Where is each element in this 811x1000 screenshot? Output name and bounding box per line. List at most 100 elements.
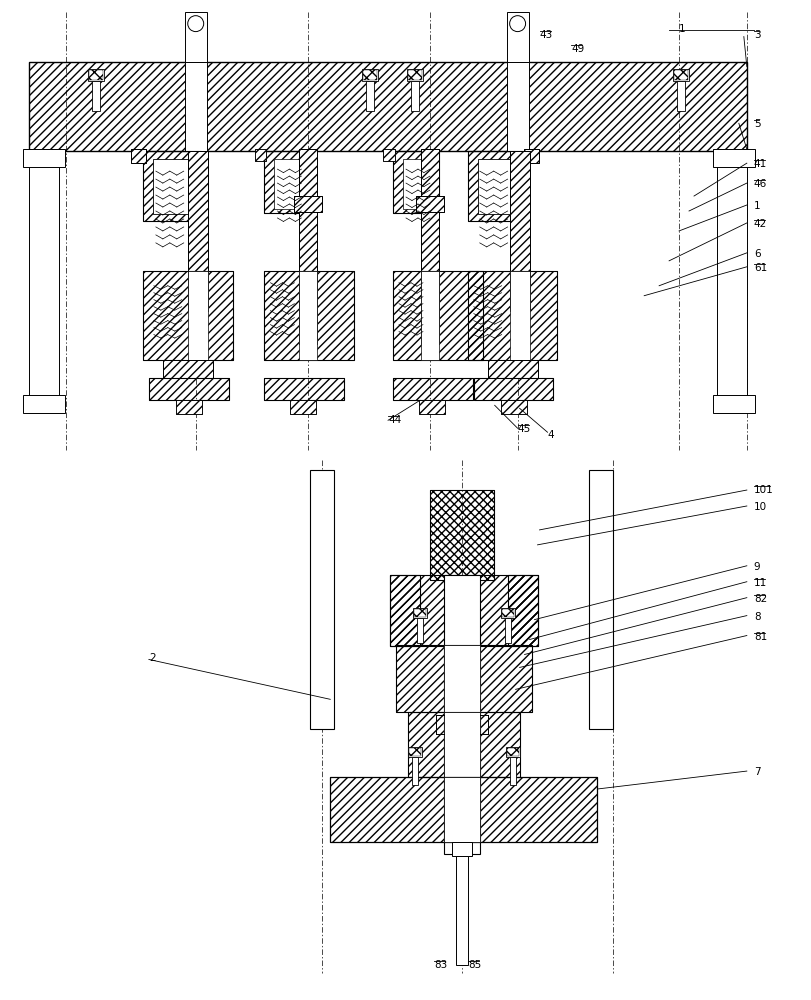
Bar xyxy=(310,470,334,729)
Bar xyxy=(506,12,528,62)
Bar xyxy=(712,395,754,413)
Bar xyxy=(451,842,471,856)
Bar xyxy=(712,149,754,167)
Bar xyxy=(148,378,229,400)
Bar xyxy=(506,62,528,151)
Bar xyxy=(407,747,422,757)
Bar xyxy=(185,62,207,151)
Bar xyxy=(290,400,316,414)
Bar xyxy=(393,271,483,360)
Bar xyxy=(29,149,59,413)
Circle shape xyxy=(509,16,525,32)
Text: 1: 1 xyxy=(753,201,759,211)
Bar xyxy=(509,151,529,311)
Bar xyxy=(589,470,612,729)
Bar xyxy=(383,149,394,161)
Bar xyxy=(444,645,479,712)
Bar xyxy=(716,149,746,413)
Bar xyxy=(487,360,537,378)
Bar xyxy=(393,151,439,213)
Bar xyxy=(143,151,200,221)
Bar xyxy=(393,151,439,213)
Bar xyxy=(407,712,519,777)
Bar xyxy=(363,70,376,80)
Bar xyxy=(673,70,687,80)
Bar xyxy=(389,575,537,646)
Bar xyxy=(383,149,394,161)
Bar xyxy=(29,62,746,151)
Bar xyxy=(264,151,310,213)
Bar xyxy=(330,777,597,842)
Bar xyxy=(504,618,510,643)
Bar xyxy=(473,378,553,400)
Bar xyxy=(415,196,444,212)
Text: 10: 10 xyxy=(753,502,766,512)
Bar xyxy=(187,151,208,311)
Text: 4: 4 xyxy=(547,430,553,440)
Bar xyxy=(264,151,310,213)
Bar xyxy=(487,360,537,378)
Bar xyxy=(467,151,525,221)
Bar xyxy=(393,378,472,400)
Bar xyxy=(175,400,201,414)
Bar xyxy=(88,69,104,81)
Bar xyxy=(362,69,378,81)
Bar xyxy=(290,400,316,414)
Bar xyxy=(396,645,531,712)
Bar xyxy=(143,271,232,360)
Text: 3: 3 xyxy=(753,30,759,40)
Bar xyxy=(299,149,317,344)
Bar xyxy=(187,271,208,360)
Text: 1: 1 xyxy=(678,24,684,34)
Bar xyxy=(523,149,538,163)
Bar xyxy=(509,271,529,360)
Bar xyxy=(444,712,479,777)
Bar xyxy=(264,378,344,400)
Bar xyxy=(143,151,200,221)
Bar xyxy=(414,609,426,617)
Bar xyxy=(330,777,597,842)
Bar xyxy=(264,271,354,360)
Bar xyxy=(500,400,526,414)
Bar xyxy=(407,70,422,80)
Bar xyxy=(418,400,444,414)
Bar xyxy=(413,608,427,618)
Bar xyxy=(264,378,344,400)
Bar xyxy=(455,856,467,965)
Bar xyxy=(467,271,557,360)
Bar xyxy=(429,490,493,580)
Bar xyxy=(420,271,439,360)
Bar xyxy=(131,149,146,163)
Bar xyxy=(429,490,493,580)
Text: 9: 9 xyxy=(753,562,759,572)
Bar xyxy=(409,748,420,756)
Bar xyxy=(89,70,103,80)
Bar xyxy=(420,149,439,344)
Bar xyxy=(676,81,684,111)
Bar xyxy=(509,757,515,785)
Bar xyxy=(185,12,207,62)
Bar xyxy=(500,400,526,414)
Text: 82: 82 xyxy=(753,594,766,604)
Bar xyxy=(444,575,479,854)
Bar xyxy=(163,360,212,378)
Bar xyxy=(148,378,229,400)
Text: 42: 42 xyxy=(753,219,766,229)
Bar xyxy=(672,69,689,81)
Bar xyxy=(294,196,322,212)
Bar xyxy=(143,271,232,360)
Bar xyxy=(417,618,423,643)
Text: 46: 46 xyxy=(753,179,766,189)
Bar xyxy=(389,575,419,646)
Text: 41: 41 xyxy=(753,159,766,169)
Bar xyxy=(24,149,65,167)
Bar xyxy=(299,149,317,344)
Text: 6: 6 xyxy=(753,249,759,259)
Bar xyxy=(418,400,444,414)
Bar xyxy=(477,159,515,214)
Bar xyxy=(264,271,354,360)
Bar xyxy=(254,149,266,161)
Circle shape xyxy=(187,16,204,32)
Bar xyxy=(366,81,374,111)
Bar xyxy=(152,159,191,214)
